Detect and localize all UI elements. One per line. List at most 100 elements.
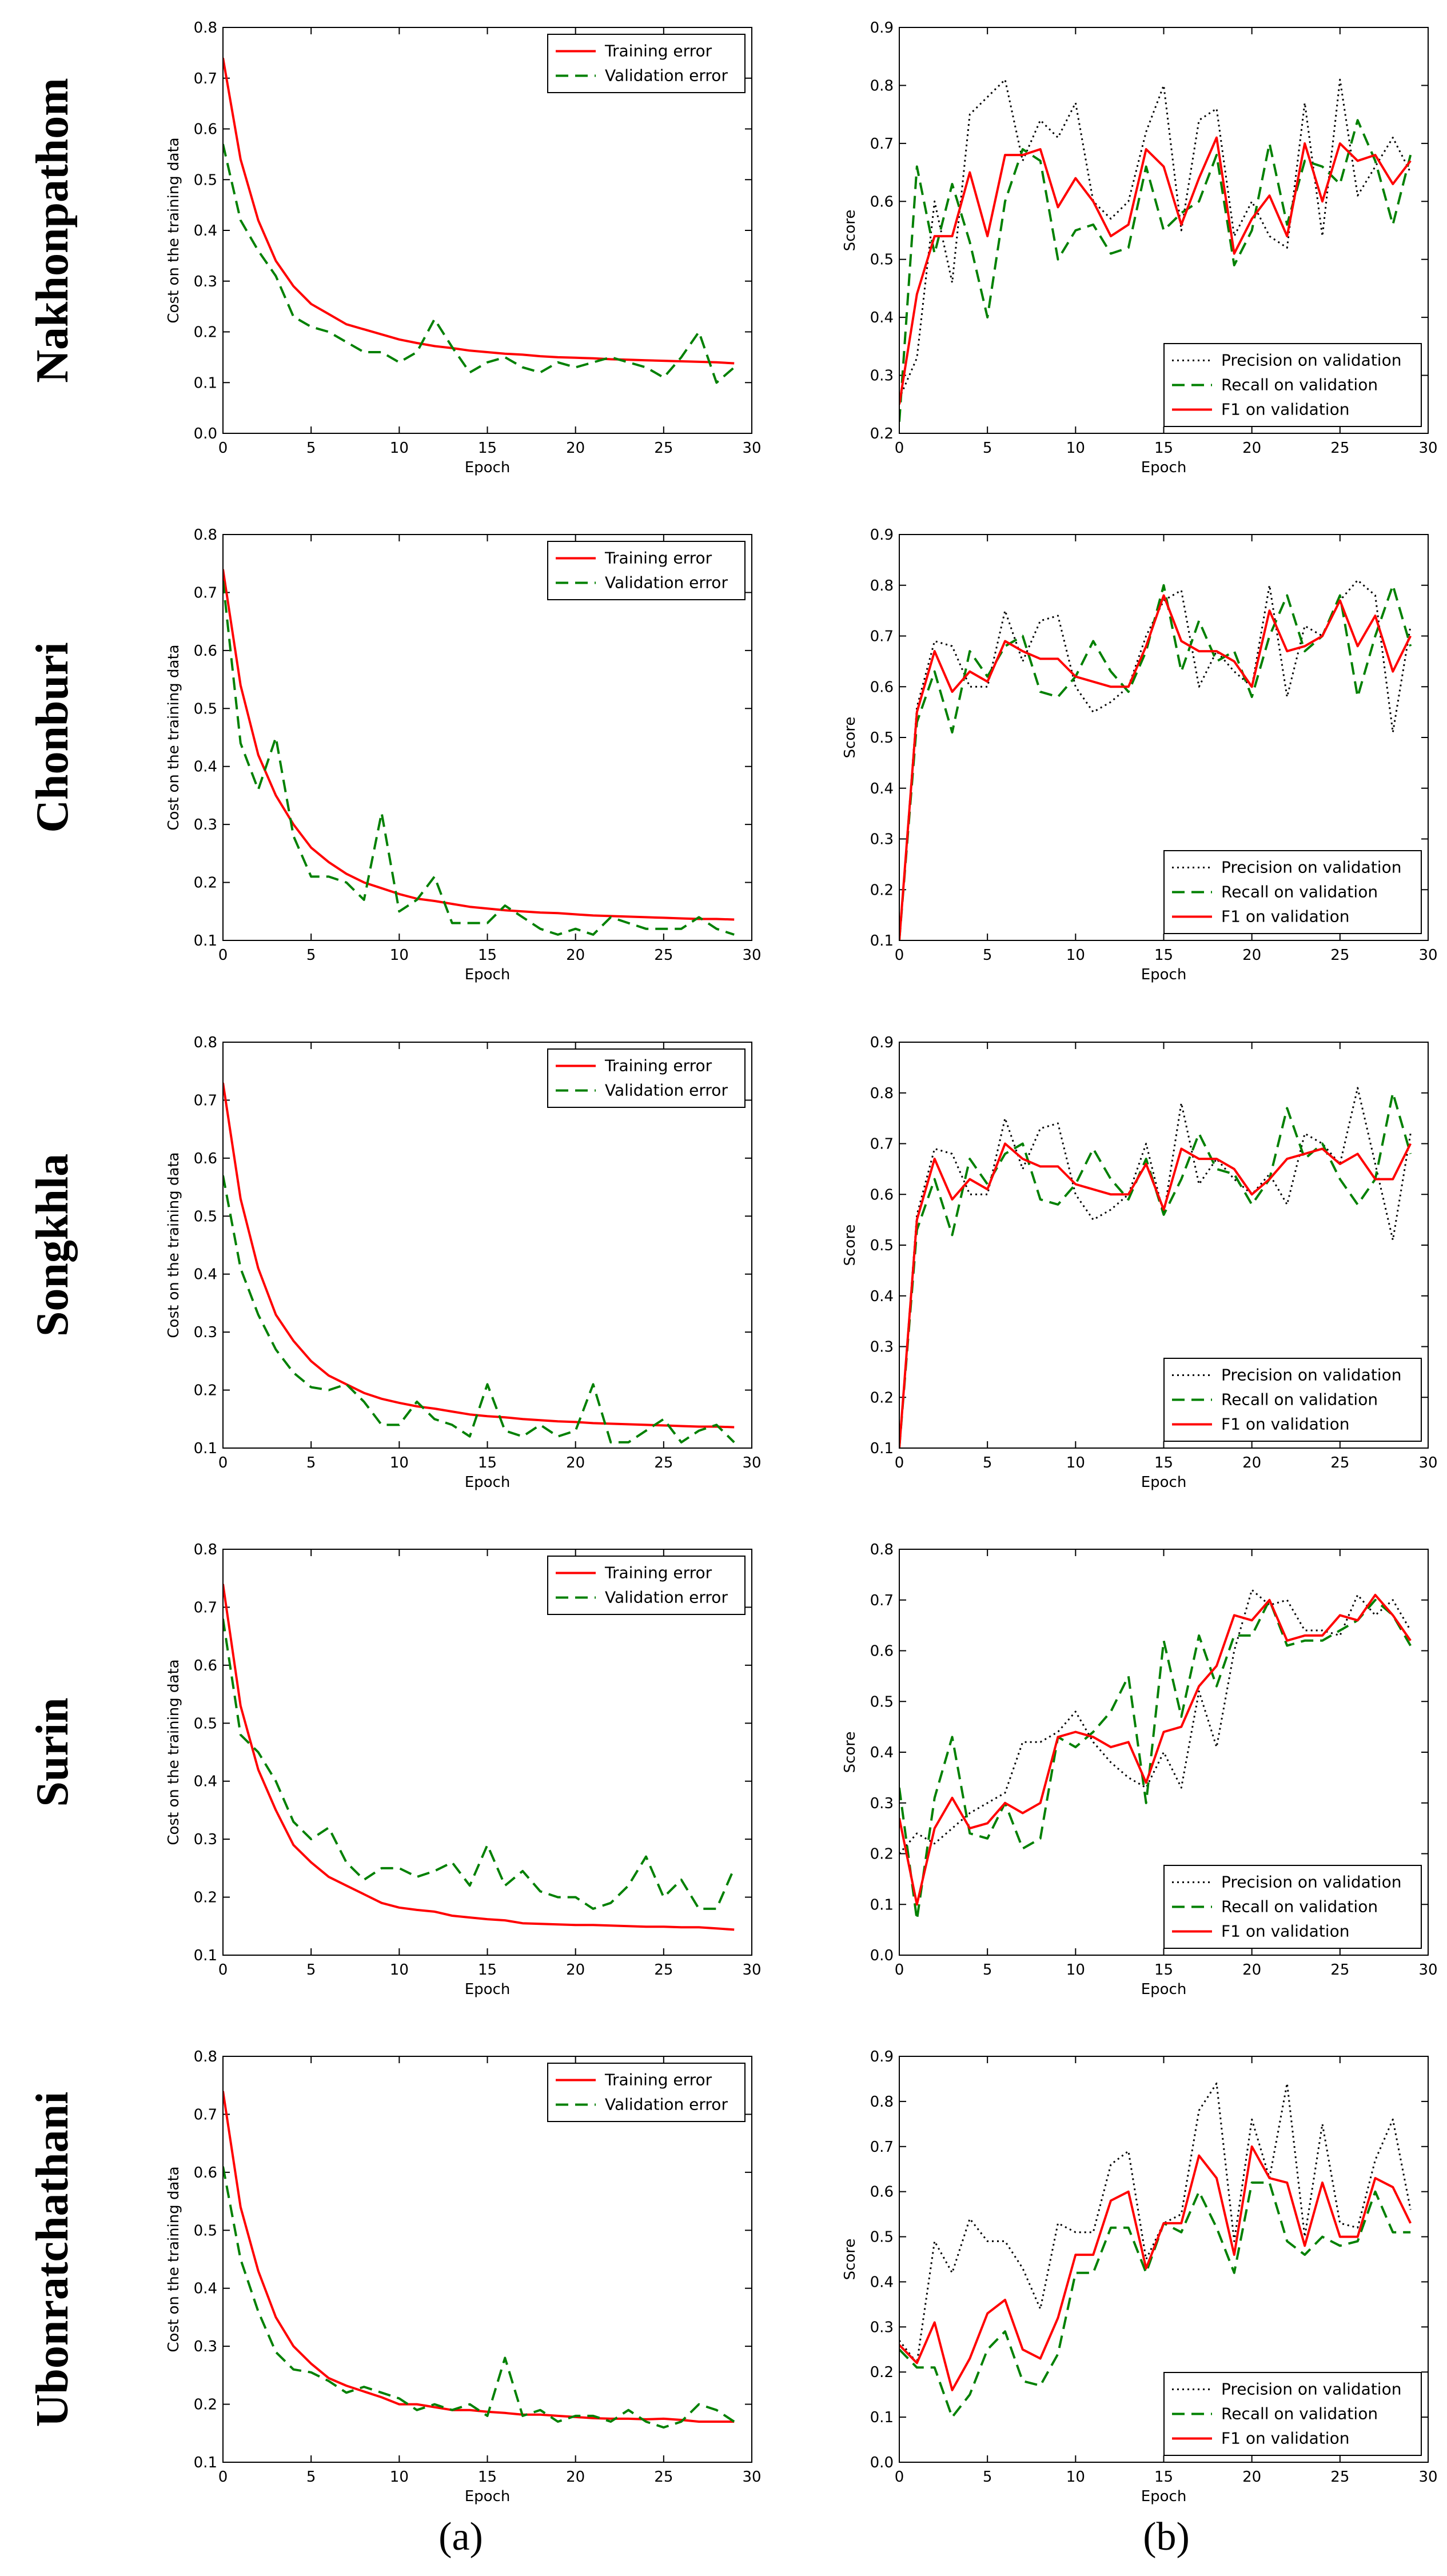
y-tick-label: 0.8: [194, 1034, 217, 1051]
y-tick-label: 0.9: [870, 1034, 894, 1051]
y-tick-label: 0.8: [194, 527, 217, 544]
x-tick-label: 25: [654, 440, 673, 457]
x-tick-label: 5: [983, 1454, 992, 1472]
chart-ubonratchathani-score: 0 5 10 15 20 25 30 0.0 0.1 0.2 0.3 0.4 0.5 0.6 0.7 0.8 0…: [842, 2048, 1438, 2505]
y-tick-label: 0.6: [194, 643, 217, 660]
legend-box: [547, 2063, 746, 2122]
legend: Precision on validation Recall on validat…: [1163, 1358, 1422, 1442]
x-tick-label: 0: [895, 440, 904, 457]
x-tick-label: 5: [306, 2469, 316, 2486]
legend: Precision on validation Recall on validat…: [1163, 850, 1422, 934]
x-tick-label: 10: [1066, 1961, 1085, 1979]
y-tick-label: 0.7: [870, 628, 894, 645]
chart-surin-loss: Surin 0 5 10 15 20 25 30 0.1 0.2 0.3 0.4 0.5 0.6 0.7 0.…: [27, 1541, 762, 1998]
legend-label: Recall on validation: [1221, 376, 1378, 394]
x-tick-label: 5: [983, 440, 992, 457]
x-axis-label: Epoch: [465, 1474, 511, 1491]
y-tick-label: 0.5: [194, 1715, 217, 1732]
legend: Training error Validation error: [547, 34, 746, 93]
x-tick-label: 20: [1242, 1961, 1261, 1979]
y-tick-label: 0.2: [870, 1389, 894, 1406]
legend: Training error Validation error: [547, 1556, 746, 1615]
series-line: [899, 1091, 1412, 1448]
y-tick-label: 0.6: [194, 1150, 217, 1167]
legend-label: Training error: [604, 1564, 712, 1582]
x-tick-label: 5: [983, 1961, 992, 1979]
legend-label: F1 on validation: [1221, 1415, 1349, 1434]
x-tick-label: 10: [390, 1454, 409, 1472]
y-tick-label: 0.2: [194, 324, 217, 341]
legend-label: Precision on validation: [1221, 351, 1401, 370]
y-tick-label: 0.2: [870, 2364, 894, 2381]
y-tick-label: 0.1: [870, 2409, 894, 2426]
x-tick-label: 20: [1242, 947, 1261, 964]
legend: Precision on validation Recall on validat…: [1163, 2372, 1422, 2456]
y-tick-label: 0.4: [870, 1744, 894, 1761]
y-tick-label: 0.7: [194, 1599, 217, 1616]
y-tick-label: 0.7: [194, 70, 217, 87]
x-tick-label: 10: [390, 947, 409, 964]
x-tick-label: 10: [390, 1961, 409, 1979]
x-tick-label: 25: [654, 2469, 673, 2486]
x-tick-label: 30: [742, 1961, 761, 1979]
legend-label: Training error: [604, 42, 712, 61]
x-tick-label: 20: [566, 2469, 585, 2486]
x-axis-label: Epoch: [1141, 1981, 1187, 1998]
y-axis-label: Score: [842, 717, 859, 759]
y-tick-label: 0.0: [194, 425, 217, 442]
plot-frame: [222, 1549, 752, 1956]
x-tick-label: 15: [478, 2469, 497, 2486]
legend-box: [547, 1556, 746, 1615]
x-tick-label: 5: [306, 947, 316, 964]
series-line: [899, 136, 1412, 405]
y-tick-label: 0.7: [194, 584, 217, 601]
x-tick-label: 30: [1418, 440, 1437, 457]
y-tick-label: 0.4: [194, 1266, 217, 1283]
y-tick-label: 0.6: [194, 2164, 217, 2182]
y-tick-label: 0.8: [194, 1541, 217, 1558]
plot-frame: [899, 1549, 1429, 1956]
legend-label: F1 on validation: [1221, 1922, 1349, 1941]
x-tick-label: 0: [218, 1961, 228, 1979]
y-tick-label: 0.7: [194, 1092, 217, 1109]
y-tick-label: 0.8: [870, 2094, 894, 2111]
series-line: [223, 2166, 735, 2429]
y-tick-label: 0.5: [870, 2229, 894, 2246]
legend-label: Validation error: [605, 66, 728, 85]
x-tick-label: 30: [1418, 947, 1437, 964]
x-tick-label: 20: [566, 1961, 585, 1979]
legend-label: Validation error: [605, 2095, 728, 2114]
legend: Training error Validation error: [547, 2063, 746, 2122]
y-tick-label: 0.7: [870, 1592, 894, 1609]
x-tick-label: 10: [390, 440, 409, 457]
legend-label: Validation error: [605, 1081, 728, 1100]
legend-label: Recall on validation: [1221, 1897, 1378, 1916]
x-axis-label: Epoch: [465, 459, 511, 476]
x-tick-label: 15: [1154, 1961, 1173, 1979]
row-label: Ubonratchathani: [27, 2092, 78, 2427]
y-tick-label: 0.3: [194, 1324, 217, 1341]
x-tick-label: 15: [478, 1454, 497, 1472]
x-tick-label: 25: [1330, 1454, 1349, 1472]
x-tick-label: 0: [895, 947, 904, 964]
x-axis-label: Epoch: [1141, 459, 1187, 476]
legend-label: Training error: [604, 549, 712, 568]
x-tick-label: 0: [218, 1454, 228, 1472]
y-tick-label: 0.2: [870, 882, 894, 899]
y-tick-label: 0.0: [870, 1947, 894, 1964]
y-axis-label: Cost on the training data: [165, 137, 182, 323]
series-line: [223, 1618, 736, 1910]
x-tick-label: 0: [218, 947, 228, 964]
chart-surin-score: 0 5 10 15 20 25 30 0.0 0.1 0.2 0.3 0.4 0.5 0.6 0.7 0.8 E…: [842, 1541, 1438, 1998]
y-tick-label: 0.6: [870, 1186, 894, 1203]
y-tick-label: 0.5: [870, 1693, 894, 1710]
legend: Precision on validation Recall on validat…: [1163, 1865, 1422, 1949]
legend-label: Training error: [604, 2071, 712, 2089]
chart-chonburi-loss: Chonburi 0 5 10 15 20 25 30 0.1 0.2 0.3 0.4 0.5 0.6 0.…: [27, 527, 762, 983]
y-tick-label: 0.4: [194, 222, 217, 240]
legend-label: Training error: [604, 1056, 712, 1075]
x-tick-label: 30: [742, 440, 761, 457]
x-tick-label: 10: [1066, 440, 1085, 457]
